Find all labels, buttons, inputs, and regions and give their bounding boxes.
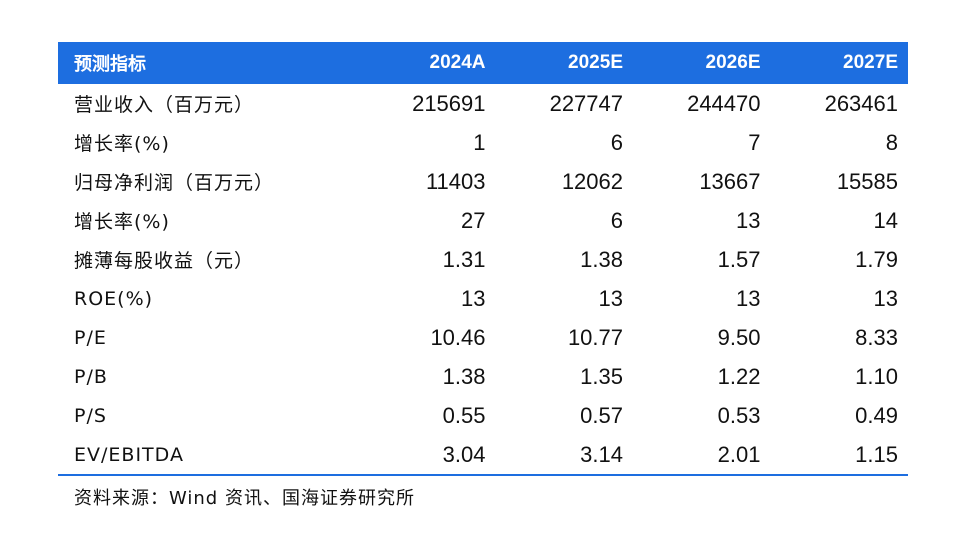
cell-value: 3.14 <box>495 435 633 476</box>
cell-value: 13 <box>598 285 623 311</box>
row-label: P/B <box>74 365 108 388</box>
header-year-2026e: 2026E <box>633 42 771 84</box>
forecast-table-container: 预测指标 2024A 2025E 2026E 2027E 营业收入（百万元） 2… <box>58 42 908 476</box>
cell-value: 13 <box>736 207 761 233</box>
cell-value: 15585 <box>836 168 898 194</box>
cell-value: 1 <box>473 129 486 155</box>
header-year-2024a: 2024A <box>358 42 496 84</box>
table-row-net-profit: 归母净利润（百万元） 11403 12062 13667 15585 <box>58 162 908 201</box>
forecast-table: 预测指标 2024A 2025E 2026E 2027E 营业收入（百万元） 2… <box>58 42 908 476</box>
row-label: 归母净利润（百万元） <box>74 172 275 194</box>
table-row-eps: 摊薄每股收益（元） 1.31 1.38 1.57 1.79 <box>58 240 908 279</box>
cell-value: 3.04 <box>358 435 496 476</box>
cell-value: 263461 <box>824 90 898 116</box>
cell-value: 13 <box>873 285 898 311</box>
cell-value: 1.38 <box>442 363 486 389</box>
header-year-2025e: 2025E <box>495 42 633 84</box>
cell-value: 6 <box>610 129 623 155</box>
table-row-revenue: 营业收入（百万元） 215691 227747 244470 263461 <box>58 84 908 123</box>
row-label: 营业收入（百万元） <box>74 94 255 116</box>
table-row-ev-ebitda: EV/EBITDA 3.04 3.14 2.01 1.15 <box>58 435 908 476</box>
cell-value: 1.22 <box>717 363 761 389</box>
cell-value: 0.49 <box>855 402 898 428</box>
cell-value: 1.38 <box>580 246 623 272</box>
row-label: ROE(%) <box>74 287 154 310</box>
cell-value: 0.57 <box>580 402 623 428</box>
cell-value: 0.55 <box>442 402 486 428</box>
cell-value: 10.77 <box>567 324 623 350</box>
cell-value: 0.53 <box>717 402 761 428</box>
cell-value: 13667 <box>699 168 761 194</box>
table-row-roe: ROE(%) 13 13 13 13 <box>58 279 908 318</box>
table-row-profit-growth: 增长率(%) 27 6 13 14 <box>58 201 908 240</box>
cell-value: 27 <box>461 207 486 233</box>
cell-value: 13 <box>461 285 486 311</box>
cell-value: 1.79 <box>855 246 898 272</box>
source-note: 资料来源：Wind 资讯、国海证券研究所 <box>74 488 415 509</box>
table-row-revenue-growth: 增长率(%) 1 6 7 8 <box>58 123 908 162</box>
cell-value: 1.10 <box>855 363 898 389</box>
table-row-pe: P/E 10.46 10.77 9.50 8.33 <box>58 318 908 357</box>
table-row-pb: P/B 1.38 1.35 1.22 1.10 <box>58 357 908 396</box>
cell-value: 2.01 <box>633 435 771 476</box>
row-label: EV/EBITDA <box>58 435 358 476</box>
header-year-2027e: 2027E <box>770 42 908 84</box>
cell-value: 13 <box>736 285 761 311</box>
cell-value: 227747 <box>549 90 623 116</box>
row-label: P/S <box>74 404 107 427</box>
cell-value: 14 <box>873 207 898 233</box>
cell-value: 1.31 <box>442 246 486 272</box>
cell-value: 7 <box>748 129 761 155</box>
cell-value: 8 <box>885 129 898 155</box>
row-label: P/E <box>74 326 107 349</box>
table-row-ps: P/S 0.55 0.57 0.53 0.49 <box>58 396 908 435</box>
cell-value: 11403 <box>425 168 486 194</box>
cell-value: 1.35 <box>580 363 623 389</box>
cell-value: 1.15 <box>770 435 908 476</box>
cell-value: 9.50 <box>717 324 761 350</box>
cell-value: 244470 <box>687 90 761 116</box>
row-label: 摊薄每股收益（元） <box>74 250 255 272</box>
cell-value: 10.46 <box>430 324 486 350</box>
row-label: 增长率(%) <box>74 133 170 155</box>
cell-value: 12062 <box>561 168 623 194</box>
cell-value: 1.57 <box>717 246 761 272</box>
cell-value: 215691 <box>412 90 486 116</box>
table-header-row: 预测指标 2024A 2025E 2026E 2027E <box>58 42 908 84</box>
row-label: 增长率(%) <box>74 211 170 233</box>
cell-value: 6 <box>610 207 623 233</box>
cell-value: 8.33 <box>855 324 898 350</box>
header-indicator-label: 预测指标 <box>58 42 358 84</box>
